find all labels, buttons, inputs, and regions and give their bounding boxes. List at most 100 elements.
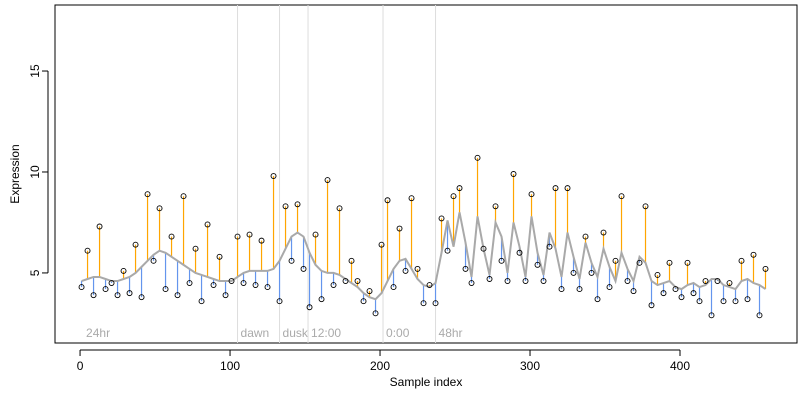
data-point bbox=[588, 269, 595, 276]
data-point bbox=[714, 278, 721, 284]
data-point bbox=[228, 278, 235, 284]
data-point bbox=[468, 280, 475, 286]
data-point bbox=[126, 290, 133, 297]
x-tick-label: 300 bbox=[520, 359, 540, 373]
data-point bbox=[570, 269, 577, 276]
data-point bbox=[678, 294, 685, 301]
data-point bbox=[726, 280, 733, 286]
data-point bbox=[156, 205, 163, 212]
data-point bbox=[618, 193, 625, 200]
data-point bbox=[456, 185, 463, 192]
data-point bbox=[732, 298, 739, 305]
x-tick-label: 100 bbox=[220, 359, 240, 373]
y-tick-label: 5 bbox=[28, 269, 42, 276]
data-point bbox=[510, 171, 517, 177]
data-point bbox=[96, 223, 103, 230]
data-point bbox=[690, 290, 697, 297]
data-point bbox=[486, 276, 493, 282]
data-point bbox=[624, 278, 631, 284]
data-point bbox=[120, 267, 127, 274]
data-point bbox=[444, 247, 451, 254]
data-point bbox=[648, 302, 655, 309]
data-point bbox=[180, 193, 187, 200]
data-point bbox=[654, 272, 661, 278]
data-point bbox=[576, 286, 583, 293]
data-point bbox=[174, 292, 181, 299]
data-point bbox=[612, 257, 619, 264]
data-point bbox=[198, 298, 205, 305]
data-point bbox=[294, 201, 301, 208]
annotation-label: dusk bbox=[283, 326, 309, 340]
data-point bbox=[270, 173, 277, 179]
data-point bbox=[762, 265, 769, 272]
fit-line bbox=[81, 212, 767, 301]
data-point bbox=[708, 312, 715, 319]
data-point bbox=[366, 288, 373, 295]
data-point bbox=[114, 292, 121, 299]
data-point bbox=[78, 284, 85, 291]
data-point bbox=[162, 286, 169, 293]
data-point bbox=[738, 257, 745, 264]
data-point bbox=[462, 265, 469, 272]
data-point bbox=[288, 257, 295, 264]
data-point bbox=[108, 280, 115, 286]
data-point bbox=[204, 221, 211, 228]
data-point bbox=[408, 195, 415, 202]
data-point bbox=[258, 237, 265, 244]
annotation-label: dawn bbox=[241, 326, 270, 340]
data-point bbox=[534, 261, 541, 268]
data-point bbox=[660, 290, 667, 297]
data-point bbox=[222, 292, 229, 299]
data-point bbox=[582, 233, 589, 240]
data-point bbox=[132, 241, 139, 248]
data-point bbox=[432, 300, 439, 307]
data-point bbox=[414, 265, 421, 272]
x-tick-label: 400 bbox=[670, 359, 690, 373]
plot-frame bbox=[54, 4, 798, 344]
data-point bbox=[354, 278, 361, 284]
data-point bbox=[372, 310, 379, 317]
data-point bbox=[324, 177, 331, 184]
data-point bbox=[150, 257, 157, 264]
data-point bbox=[630, 288, 637, 295]
data-point bbox=[396, 225, 403, 232]
data-point bbox=[252, 282, 259, 289]
annotation-label: 12:00 bbox=[311, 326, 341, 340]
data-point bbox=[186, 280, 193, 286]
data-point bbox=[426, 282, 433, 289]
y-tick-label: 15 bbox=[28, 64, 42, 78]
data-point bbox=[306, 304, 313, 311]
data-point bbox=[606, 284, 613, 291]
data-point bbox=[474, 154, 481, 161]
data-point bbox=[84, 247, 91, 254]
data-point bbox=[348, 257, 355, 264]
data-point bbox=[516, 249, 523, 256]
data-point bbox=[450, 193, 457, 200]
data-point bbox=[246, 231, 253, 238]
data-point bbox=[318, 296, 325, 303]
x-tick-label: 200 bbox=[370, 359, 390, 373]
data-point bbox=[438, 215, 445, 222]
data-point bbox=[384, 197, 391, 204]
data-point bbox=[390, 284, 397, 291]
data-point bbox=[312, 231, 319, 238]
data-point bbox=[216, 253, 223, 260]
data-point bbox=[360, 298, 367, 305]
data-point bbox=[546, 243, 553, 250]
data-point bbox=[744, 296, 751, 303]
x-tick-label: 0 bbox=[77, 359, 84, 373]
data-point bbox=[90, 292, 97, 299]
data-point bbox=[684, 259, 691, 266]
data-point bbox=[378, 241, 385, 248]
data-point bbox=[102, 286, 109, 293]
data-point bbox=[144, 191, 151, 198]
data-point bbox=[666, 259, 673, 266]
data-point bbox=[300, 265, 307, 272]
data-point bbox=[420, 300, 427, 307]
data-point bbox=[672, 286, 679, 293]
data-point bbox=[402, 267, 409, 274]
data-point bbox=[600, 229, 607, 236]
annotation-label: 48hr bbox=[439, 326, 463, 340]
data-point bbox=[756, 312, 763, 319]
